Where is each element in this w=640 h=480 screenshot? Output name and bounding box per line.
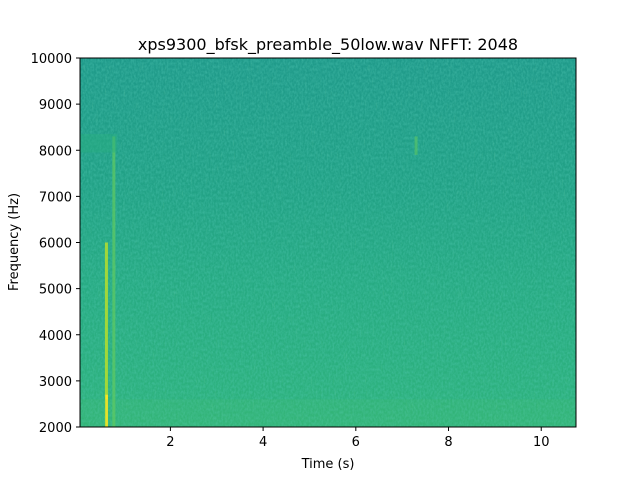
preamble-burst-2 — [112, 136, 116, 427]
spectrogram-streaks — [80, 58, 576, 427]
spectral-features — [80, 134, 576, 427]
spectrogram-image — [80, 58, 576, 427]
y-tick-label: 10000 — [31, 52, 72, 67]
y-tick-label: 2000 — [39, 421, 72, 436]
y-tick-label: 3000 — [39, 375, 72, 390]
low-freq-band — [80, 399, 576, 427]
y-tick-label: 9000 — [39, 98, 72, 113]
preamble-burst-1-peak — [105, 394, 108, 427]
tone-8000 — [80, 134, 118, 153]
x-tick-label: 10 — [533, 435, 550, 450]
x-axis-label: Time (s) — [301, 457, 355, 472]
mark-7.3 — [414, 136, 418, 155]
preamble-burst-1 — [104, 242, 108, 427]
x-tick-label: 8 — [444, 435, 452, 450]
y-tick-label: 7000 — [39, 190, 72, 205]
x-axis-ticks: 2 4 6 8 10 — [166, 427, 550, 450]
chart-title: xps9300_bfsk_preamble_50low.wav NFFT: 20… — [138, 35, 518, 55]
x-tick-label: 6 — [352, 435, 360, 450]
y-tick-label: 8000 — [39, 144, 72, 159]
y-axis-label: Frequency (Hz) — [7, 193, 22, 291]
y-tick-label: 5000 — [39, 283, 72, 298]
x-tick-label: 2 — [166, 435, 174, 450]
x-tick-label: 4 — [259, 435, 267, 450]
y-tick-label: 4000 — [39, 329, 72, 344]
y-axis-ticks: 2000 3000 4000 5000 6000 7000 8000 9000 10000 — [31, 52, 80, 436]
y-tick-label: 6000 — [39, 237, 72, 252]
